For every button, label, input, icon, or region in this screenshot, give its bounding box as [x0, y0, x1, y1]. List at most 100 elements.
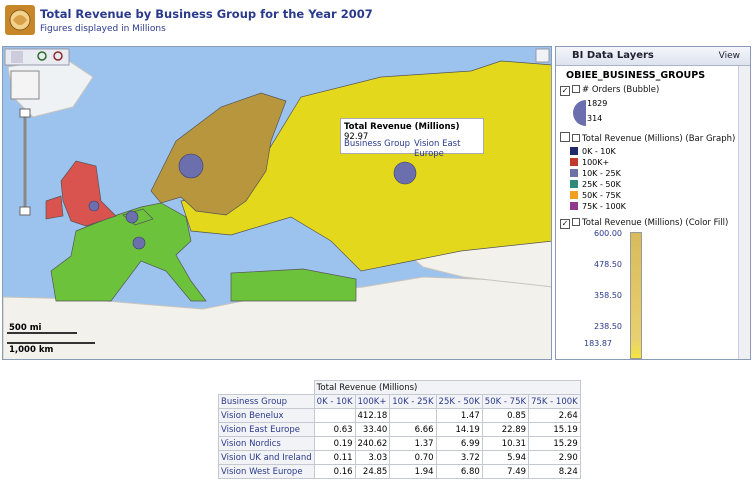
bubble-benelux[interactable]	[125, 210, 139, 224]
legend-swatch	[570, 147, 578, 155]
maximize-button[interactable]	[535, 48, 550, 63]
expand-toggle[interactable]	[572, 134, 580, 142]
cell: 6.99	[435, 436, 483, 451]
map-view[interactable]: 500 mi 1,000 km Total Revenue (Millions)…	[2, 46, 552, 360]
legend-label: 25K - 50K	[582, 180, 621, 189]
bubble-legend	[573, 100, 586, 126]
tooltip-measure: Total Revenue (Millions)	[344, 122, 460, 132]
column-header: Business Group	[218, 394, 315, 409]
bubble-uk[interactable]	[88, 200, 100, 212]
column-header: 75K - 100K	[528, 394, 581, 409]
legend-swatch	[570, 180, 578, 188]
layer-name: Total Revenue (Millions) (Bar Graph)	[582, 134, 736, 144]
column-header: 10K - 25K	[389, 394, 437, 409]
expand-toggle[interactable]	[572, 85, 580, 93]
row-header[interactable]: Vision Nordics	[218, 436, 315, 451]
legend-label: 75K - 100K	[582, 202, 626, 211]
zoom-out-tool[interactable]	[53, 51, 63, 61]
cell: 15.19	[528, 422, 581, 437]
region-ireland[interactable]	[45, 195, 64, 220]
bubble-nordics[interactable]	[178, 153, 204, 179]
tooltip-member[interactable]: Vision East Europe	[414, 139, 461, 159]
cell: 0.19	[313, 436, 356, 451]
cell: 24.85	[354, 464, 391, 479]
pan-tool[interactable]	[11, 51, 23, 63]
panel-header: BI Data Layers View	[556, 47, 750, 66]
layer-checkbox[interactable]: ✓	[560, 219, 570, 229]
cell: 240.62	[354, 436, 391, 451]
row-header[interactable]: Vision Benelux	[218, 408, 315, 423]
report-subtitle: Figures displayed in Millions	[40, 24, 166, 34]
layer-row: Total Revenue (Millions) (Bar Graph)	[560, 132, 735, 144]
report-title: Total Revenue by Business Group for the …	[40, 7, 373, 21]
data-row: Vision Benelux 412.18 1.47 0.85 2.64	[218, 408, 581, 423]
cell: 0.85	[481, 408, 530, 423]
region-east-europe[interactable]	[180, 60, 552, 272]
color-scale	[630, 232, 642, 359]
scale-mi: 500 mi	[9, 323, 42, 333]
column-header: 25K - 50K	[435, 394, 483, 409]
cell: 10.31	[481, 436, 530, 451]
layer-checkbox[interactable]: ✓	[560, 86, 570, 96]
cell: 3.72	[435, 450, 483, 465]
row-header[interactable]: Vision West Europe	[218, 464, 315, 479]
layer-checkbox[interactable]	[560, 132, 570, 142]
column-header: 100K+	[354, 394, 391, 409]
pan-pad[interactable]	[10, 70, 40, 100]
panel-title: BI Data Layers	[572, 50, 654, 61]
cell: 6.80	[435, 464, 483, 479]
legend-label: 100K+	[582, 158, 610, 167]
region-west-europe[interactable]	[50, 202, 207, 302]
cell: 33.40	[354, 422, 391, 437]
layer-name: Total Revenue (Millions) (Color Fill)	[582, 218, 729, 228]
row-header[interactable]: Vision East Europe	[218, 422, 315, 437]
bubble-min: 314	[587, 114, 603, 123]
cell: 6.66	[389, 422, 437, 437]
row-header[interactable]: Vision UK and Ireland	[218, 450, 315, 465]
scrollbar[interactable]	[738, 66, 750, 359]
region-uk[interactable]	[60, 160, 117, 227]
zoom-minus[interactable]	[19, 206, 31, 216]
cell: 0.11	[313, 450, 356, 465]
layers-panel: BI Data Layers View OBIEE_BUSINESS_GROUPS…	[555, 46, 751, 360]
cell: 1.47	[435, 408, 483, 423]
data-row: Vision Nordics 0.19 240.62 1.37 6.99 10.31 15.…	[218, 436, 581, 451]
cell: 7.49	[481, 464, 530, 479]
cell: 14.19	[435, 422, 483, 437]
column-header: 50K - 75K	[481, 394, 530, 409]
data-row: Vision West Europe 0.16 24.85 1.94 6.80 7.49 8…	[218, 464, 581, 479]
scale-label: 600.00	[594, 229, 622, 238]
zoom-in-tool[interactable]	[37, 51, 47, 61]
column-header: 0K - 10K	[313, 394, 356, 409]
layer-row: ✓ Total Revenue (Millions) (Color Fill)	[560, 218, 728, 229]
cell: 0.63	[313, 422, 356, 437]
map[interactable]	[3, 47, 552, 360]
tooltip-value: 92.97	[344, 132, 369, 142]
expand-toggle[interactable]	[572, 218, 580, 226]
cell: 2.90	[528, 450, 581, 465]
bubble-east-europe[interactable]	[393, 161, 417, 185]
data-row: Vision East Europe 0.63 33.40 6.66 14.19 22.8…	[218, 422, 581, 437]
legend-label: 0K - 10K	[582, 147, 616, 156]
legend-item: 75K - 100K	[570, 202, 626, 211]
bubble-west-europe[interactable]	[132, 236, 146, 250]
cell: 1.94	[389, 464, 437, 479]
legend-swatch	[570, 169, 578, 177]
layer-name: # Orders (Bubble)	[582, 85, 660, 95]
cell: 5.94	[481, 450, 530, 465]
corner-cell	[219, 381, 315, 395]
zoom-plus[interactable]	[19, 108, 31, 118]
cell: 412.18	[354, 408, 391, 423]
data-table: Total Revenue (Millions) Business Group 0K…	[218, 380, 581, 479]
scale-label: 238.50	[594, 322, 622, 331]
tooltip-label: Business Group	[344, 139, 411, 149]
region-west-europe-east[interactable]	[230, 268, 357, 302]
legend-item: 50K - 75K	[570, 191, 621, 200]
view-menu[interactable]: View	[718, 51, 740, 61]
layer-row: ✓ # Orders (Bubble)	[560, 85, 659, 96]
header-row: Total Revenue (Millions)	[219, 380, 581, 395]
measure-header: Total Revenue (Millions)	[313, 380, 581, 395]
layer-group: OBIEE_BUSINESS_GROUPS	[566, 70, 706, 81]
region-nordics[interactable]	[150, 92, 287, 216]
